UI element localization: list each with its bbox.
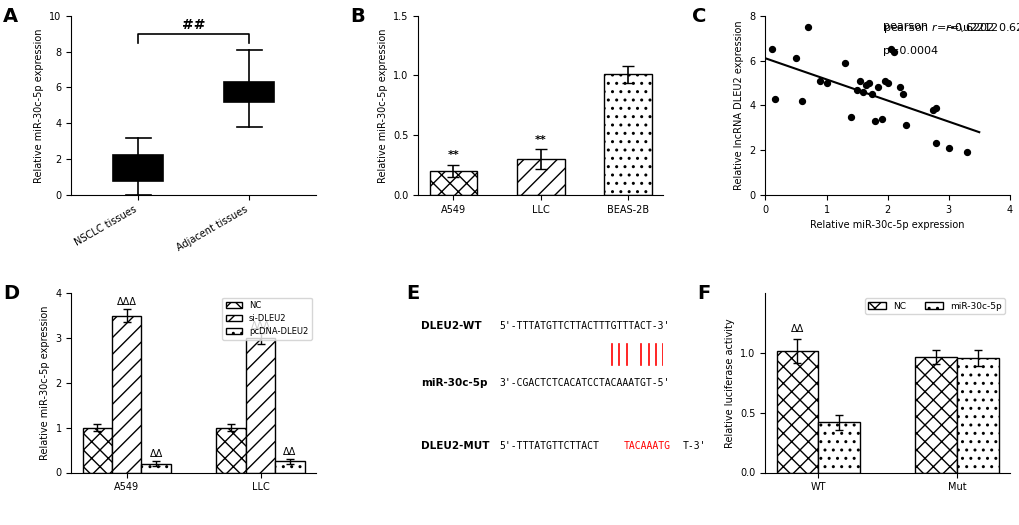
Text: pearson $r$=−0.6202: pearson $r$=−0.6202 [881,21,994,35]
Point [866,117,882,125]
Point [860,79,876,87]
Text: D: D [3,285,19,303]
Point [817,79,834,87]
Point [811,77,827,85]
Y-axis label: Relative miR-30c-5p expression: Relative miR-30c-5p expression [34,28,44,183]
Point [927,103,944,112]
Point [836,59,852,67]
Text: C: C [692,7,706,26]
Bar [142,464,170,472]
Point [842,112,858,121]
Point [851,77,867,85]
Point [793,97,809,105]
Text: ΔΔ: ΔΔ [790,324,803,334]
Point [881,45,898,54]
Bar [914,356,956,472]
Point [897,121,913,130]
Bar [603,74,651,195]
Text: ΔΔ: ΔΔ [283,447,297,457]
Text: ΔΔ: ΔΔ [150,449,163,459]
Y-axis label: Relative lncRNA DLEU2 expression: Relative lncRNA DLEU2 expression [734,20,743,190]
Point [940,144,956,152]
Text: 5'-TTTATGTTCTTACT: 5'-TTTATGTTCTTACT [498,440,598,450]
Text: **: ** [534,135,546,145]
Text: B: B [350,7,365,26]
Point [787,54,803,62]
Text: p=0.0004: p=0.0004 [881,46,936,56]
Point [884,47,901,56]
Bar [817,422,859,472]
Text: A: A [3,7,18,26]
Bar [216,428,246,473]
Bar [83,428,112,473]
Text: F: F [696,285,709,303]
Text: ΔΔΔ: ΔΔΔ [116,297,137,307]
Bar [246,338,275,472]
Text: pearson: pearson [881,21,930,31]
Point [894,90,910,98]
Point [875,77,892,85]
Text: 3'-CGACTCTCACATCCTACAAATGT-5': 3'-CGACTCTCACATCCTACAAATGT-5' [498,378,668,388]
X-axis label: Relative miR-30c-5p expression: Relative miR-30c-5p expression [809,220,964,230]
Text: E: E [406,285,419,303]
PathPatch shape [113,155,163,181]
Point [848,86,864,94]
Point [878,79,895,87]
Point [857,81,873,89]
Point [762,45,779,54]
Bar [112,316,142,472]
Point [854,88,870,96]
Legend: NC, miR-30c-5p: NC, miR-30c-5p [864,298,1005,314]
Point [799,23,815,31]
Text: TACAAATG: TACAAATG [623,440,671,450]
Point [872,114,889,123]
Bar [517,159,564,195]
Point [927,139,944,148]
Point [891,83,907,91]
Point [863,90,879,98]
Point [869,83,886,91]
Text: **: ** [447,150,459,160]
Text: 5'-TTTATGTTCTTACTTTGTTTACT-3': 5'-TTTATGTTCTTACTTTGTTTACT-3' [498,321,668,331]
Y-axis label: Relative luciferase activity: Relative luciferase activity [725,318,734,448]
Bar [275,461,305,473]
Point [958,148,974,156]
Legend: NC, si-DLEU2, pcDNA-DLEU2: NC, si-DLEU2, pcDNA-DLEU2 [222,298,311,340]
PathPatch shape [224,82,274,102]
Text: ##: ## [181,18,205,32]
Text: ΔΔΔ: ΔΔΔ [251,321,270,331]
Bar [775,351,817,473]
Point [924,106,941,114]
Text: T-3': T-3' [682,440,705,450]
Y-axis label: Relative miR-30c-5p expression: Relative miR-30c-5p expression [377,28,387,183]
Text: DLEU2-MUT: DLEU2-MUT [421,440,489,450]
Point [765,94,782,103]
Y-axis label: Relative miR-30c-5p expression: Relative miR-30c-5p expression [40,306,50,460]
Text: miR-30c-5p: miR-30c-5p [421,378,487,388]
Text: DLEU2-WT: DLEU2-WT [421,321,481,331]
Bar [956,358,998,472]
Text: $r$=\u22120.6202: $r$=\u22120.6202 [945,21,1019,34]
Bar [429,171,477,195]
